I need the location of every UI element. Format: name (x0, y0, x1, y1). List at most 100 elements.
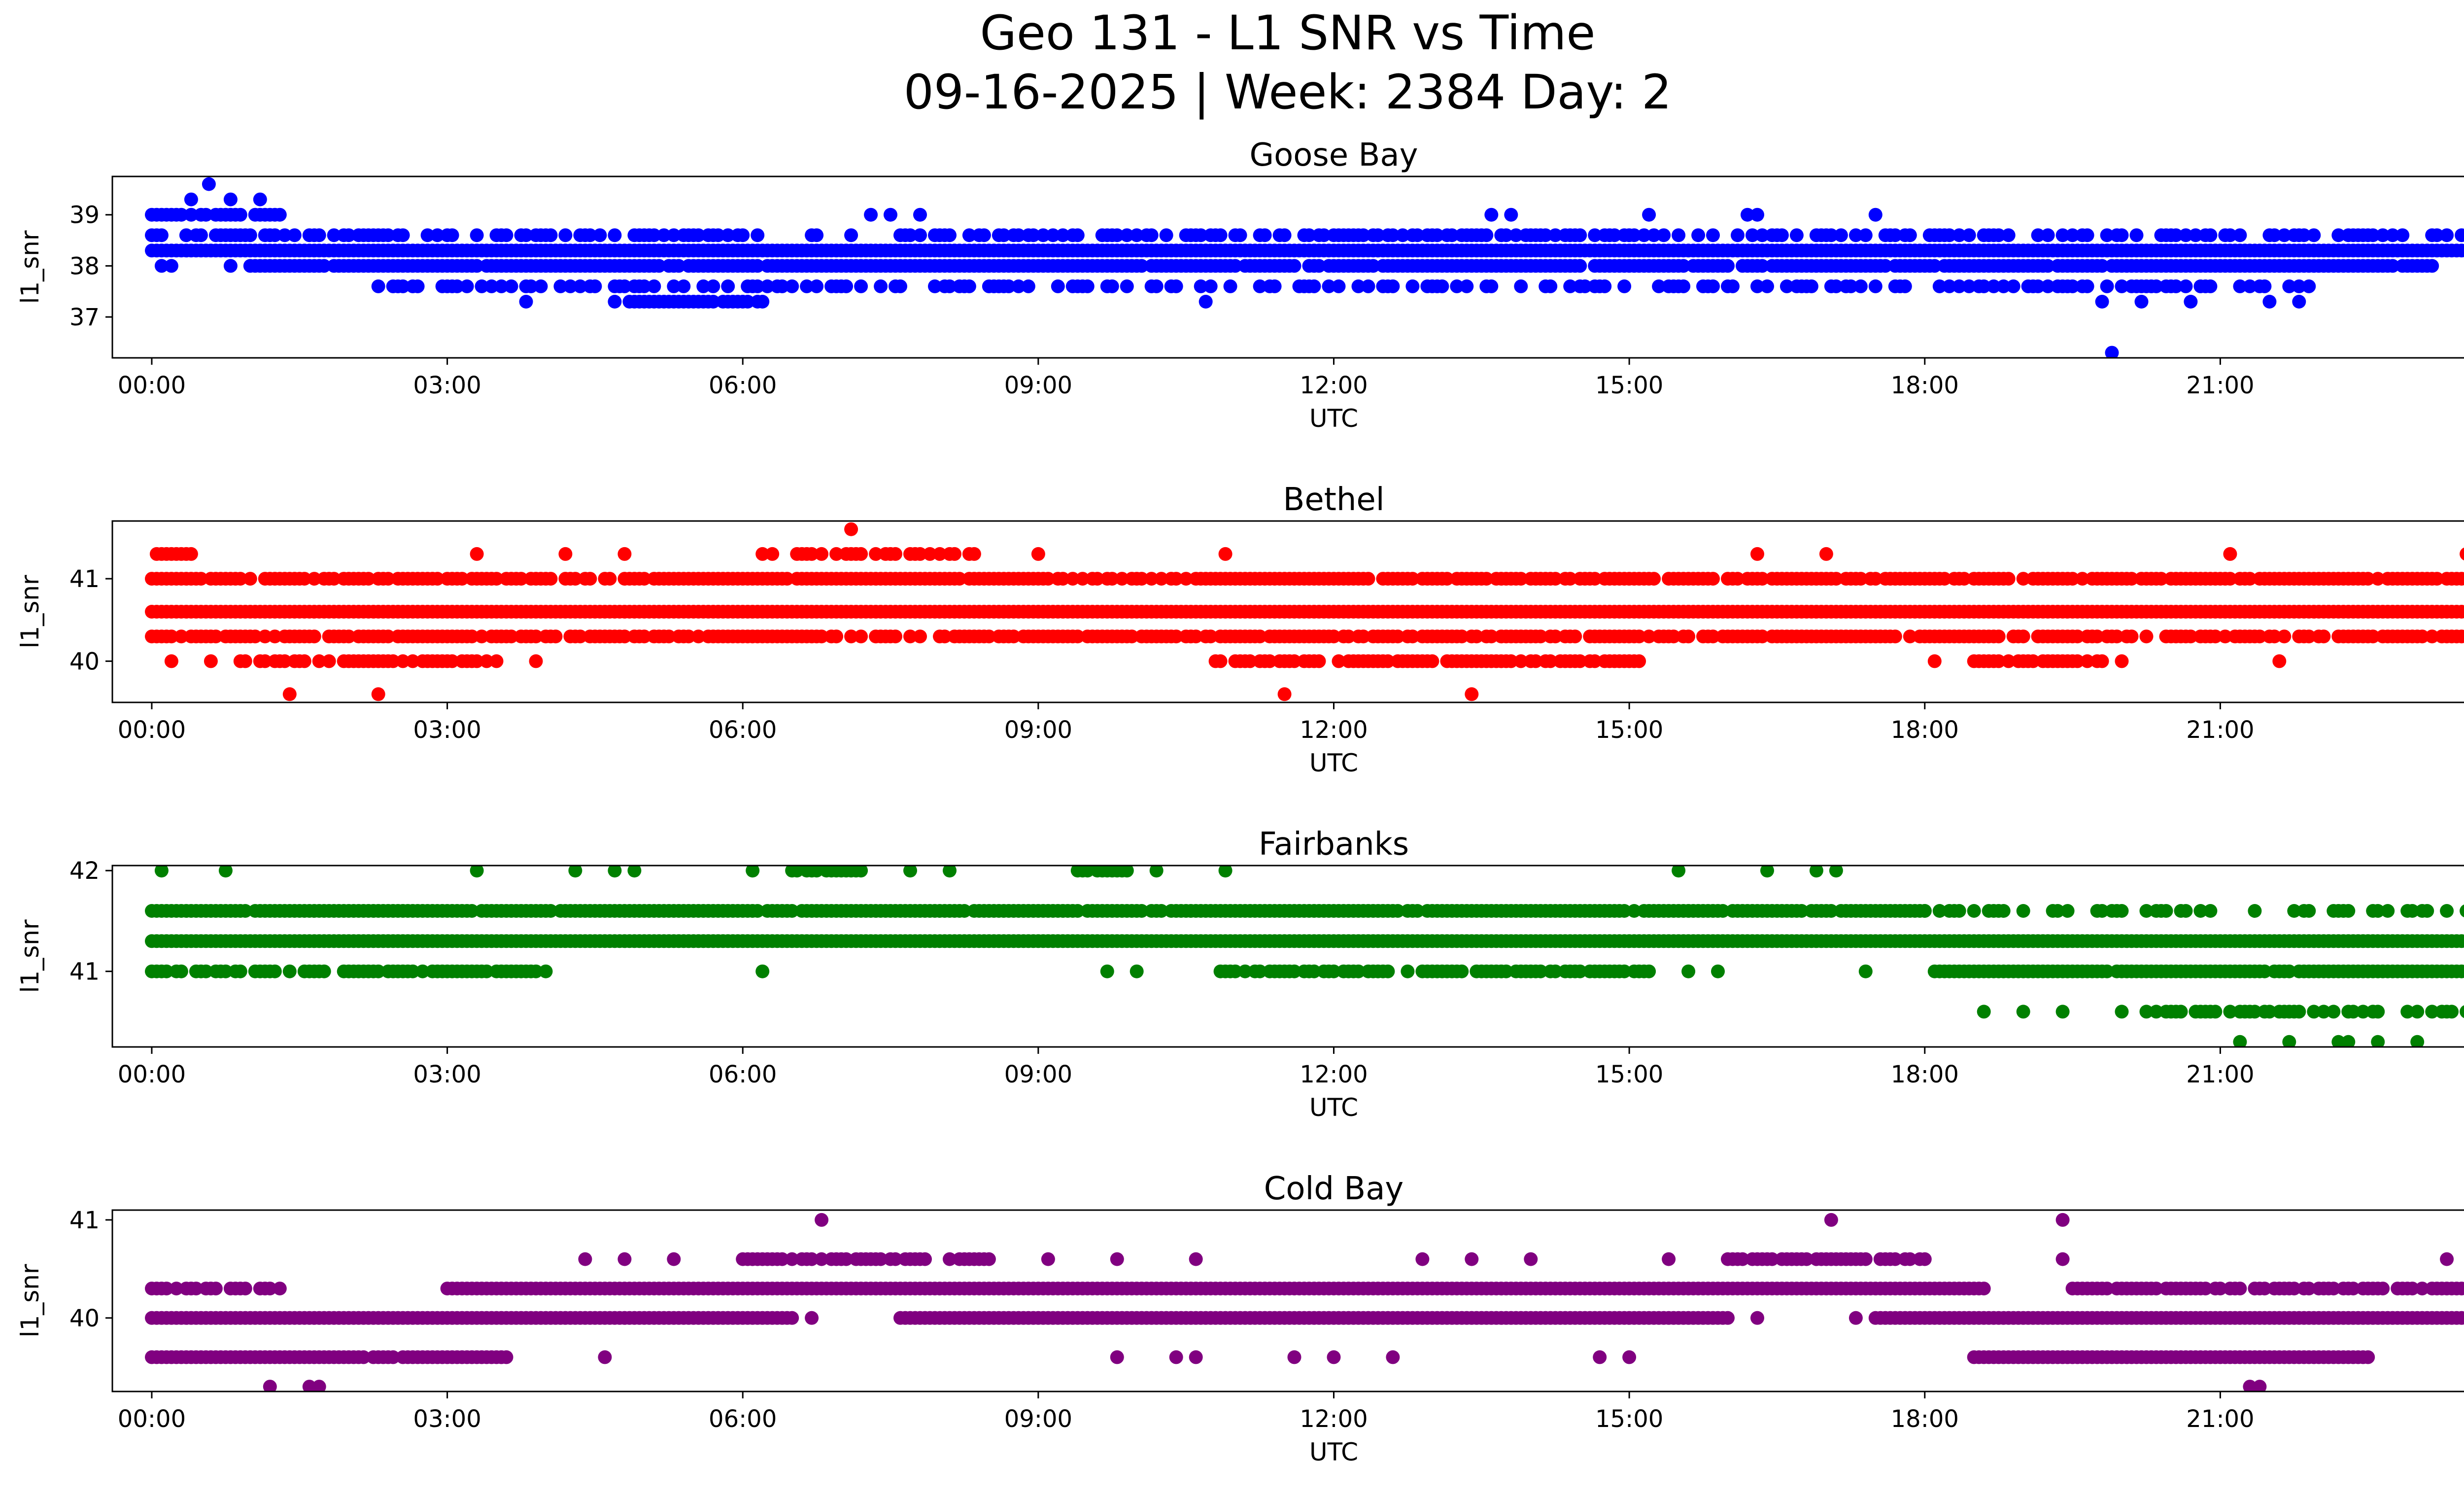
data-point (445, 654, 459, 668)
data-point (1154, 904, 1168, 918)
data-point (1927, 259, 1942, 273)
data-point (844, 629, 858, 644)
data-point (2193, 904, 2208, 918)
data-point (2371, 572, 2385, 586)
data-point (1750, 547, 1764, 561)
data-point (1996, 279, 2011, 293)
x-tick-label: 21:00 (2186, 716, 2254, 744)
x-axis-label: UTC (1309, 404, 1358, 433)
data-point (2233, 1035, 2247, 1047)
data-point (2366, 629, 2380, 644)
data-point (1405, 629, 1420, 644)
data-point (164, 654, 178, 668)
data-point (1228, 259, 1242, 273)
x-tick-label: 03:00 (413, 1061, 481, 1088)
data-point (913, 629, 927, 644)
data-point (617, 547, 632, 561)
data-point (608, 295, 622, 309)
x-tick-label: 12:00 (1300, 716, 1368, 744)
y-tick-label: 39 (69, 202, 100, 229)
data-point (2233, 228, 2247, 243)
data-point (1021, 279, 1035, 293)
data-point (1134, 904, 1149, 918)
data-point (2405, 1282, 2420, 1296)
data-point (2031, 228, 2045, 243)
data-point (568, 866, 582, 878)
data-point (2179, 279, 2193, 293)
data-point (2095, 904, 2109, 918)
data-point (1681, 629, 1696, 644)
data-point (519, 228, 533, 243)
data-point (1056, 572, 1070, 586)
data-point (174, 208, 188, 222)
data-point (2169, 279, 2183, 293)
data-point (1794, 904, 1809, 918)
data-point (647, 279, 661, 293)
data-point (1888, 228, 1902, 243)
data-point (617, 629, 632, 644)
data-point (829, 547, 844, 561)
y-tick-label: 38 (69, 252, 100, 280)
data-point (1573, 228, 1587, 243)
data-point (1351, 279, 1366, 293)
data-point (1194, 279, 1208, 293)
data-point (2218, 629, 2232, 644)
data-point (2425, 629, 2439, 644)
data-point (1332, 279, 1346, 293)
data-point (2410, 1005, 2425, 1019)
data-point (751, 904, 765, 918)
data-point (297, 572, 311, 586)
data-point (1430, 228, 1444, 243)
data-point (1263, 654, 1277, 668)
data-point (958, 904, 971, 918)
data-point (1504, 208, 1518, 222)
data-point (2248, 1005, 2262, 1019)
data-point (1824, 228, 1838, 243)
data-point (588, 279, 602, 293)
data-point (1962, 279, 1976, 293)
data-point (583, 572, 597, 586)
data-point (164, 629, 178, 644)
data-point (2386, 228, 2400, 243)
data-point (563, 279, 578, 293)
data-point (1129, 964, 1144, 978)
data-point (1588, 228, 1602, 243)
data-point (465, 629, 479, 644)
data-point (179, 228, 193, 243)
data-point (672, 259, 686, 273)
subplot-title: Goose Bay (1250, 137, 1418, 174)
data-point (489, 654, 504, 668)
data-point (2460, 605, 2464, 619)
data-point (780, 572, 794, 586)
data-point (470, 654, 484, 668)
data-point (1942, 279, 1956, 293)
data-point (1672, 228, 1686, 243)
data-point (2460, 244, 2464, 257)
data-point (1070, 629, 1085, 644)
data-point (1617, 904, 1632, 918)
data-point (420, 228, 435, 243)
data-point (1405, 572, 1420, 586)
data-point (1691, 228, 1706, 243)
data-point (751, 228, 765, 243)
data-point (479, 964, 494, 978)
data-point (2159, 904, 2173, 918)
data-point (1986, 279, 2001, 293)
data-point (317, 964, 331, 978)
data-point (1381, 654, 1395, 668)
data-point (706, 295, 720, 309)
data-point (1804, 279, 1818, 293)
data-point (785, 904, 799, 918)
data-point (534, 279, 548, 293)
data-point (2396, 228, 2410, 243)
data-point (962, 279, 976, 293)
data-point (2371, 1035, 2385, 1047)
data-point (2430, 228, 2444, 243)
data-point (2317, 629, 2331, 644)
data-point (2366, 228, 2380, 243)
data-point (1455, 964, 1469, 978)
data-point (504, 279, 518, 293)
data-point (1391, 904, 1405, 918)
